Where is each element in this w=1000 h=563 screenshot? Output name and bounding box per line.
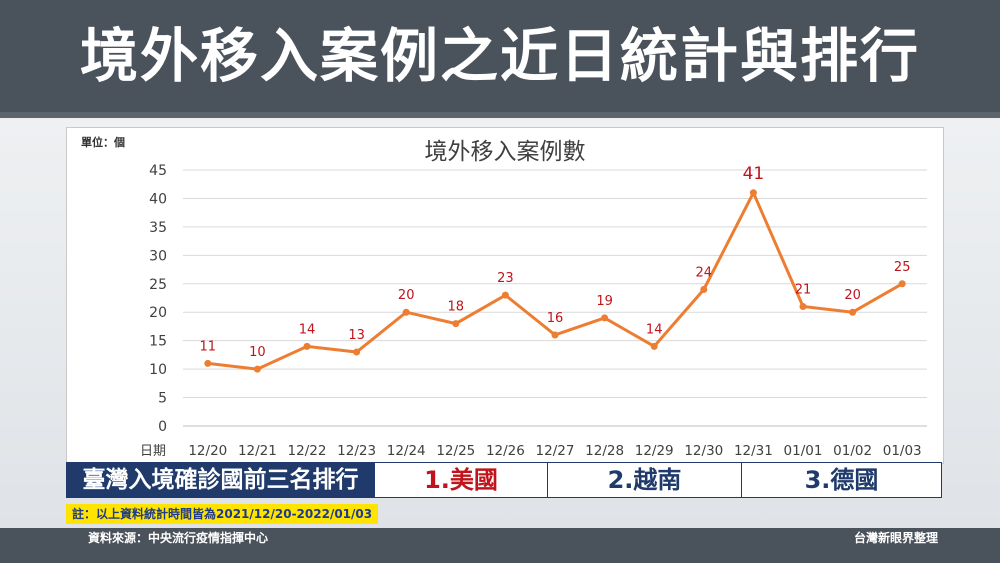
ranking-label: 臺灣入境確診國前三名排行 bbox=[67, 463, 374, 497]
rank-item-2: 2.越南 bbox=[547, 463, 741, 497]
data-label: 20 bbox=[844, 288, 861, 303]
x-axis-label: 日期 bbox=[140, 444, 166, 459]
line-chart: 單位：個 境外移入案例數 日期 0 5 10 15 20 25 30 35 40 45 12/20… bbox=[81, 135, 927, 459]
data-point bbox=[749, 189, 757, 197]
x-tick-label: 01/01 bbox=[784, 443, 823, 459]
y-tick-label: 30 bbox=[149, 248, 167, 264]
data-label: 21 bbox=[795, 283, 812, 298]
x-tick-label: 12/23 bbox=[337, 443, 376, 459]
data-point bbox=[204, 359, 212, 367]
data-label: 14 bbox=[646, 322, 663, 337]
data-point bbox=[501, 291, 509, 299]
data-label: 41 bbox=[743, 164, 765, 184]
x-tick-label: 12/20 bbox=[188, 443, 227, 459]
x-tick-label: 01/02 bbox=[833, 443, 872, 459]
series-line bbox=[207, 189, 903, 371]
data-point bbox=[353, 348, 361, 356]
x-tick-label: 12/21 bbox=[238, 443, 277, 459]
unit-label: 單位：個 bbox=[81, 135, 125, 149]
y-tick-label: 35 bbox=[149, 220, 167, 236]
data-label: 16 bbox=[547, 311, 564, 326]
data-label: 11 bbox=[200, 339, 217, 354]
data-label: 14 bbox=[299, 322, 316, 337]
data-point bbox=[898, 280, 906, 288]
x-tick-label: 12/25 bbox=[436, 443, 475, 459]
footer-bar: 資料來源：中央流行疫情指揮中心 台灣新眼界整理 bbox=[0, 528, 1000, 563]
data-label: 10 bbox=[249, 345, 266, 360]
chart-title: 境外移入案例數 bbox=[425, 139, 586, 165]
data-label: 24 bbox=[696, 265, 713, 280]
data-point bbox=[849, 308, 857, 316]
rank-item-1: 1.美國 bbox=[374, 463, 547, 497]
data-label: 20 bbox=[398, 288, 415, 303]
data-source: 資料來源：中央流行疫情指揮中心 bbox=[88, 531, 269, 545]
x-tick-label: 12/22 bbox=[288, 443, 327, 459]
x-tick-label: 01/03 bbox=[883, 443, 922, 459]
data-point bbox=[551, 331, 559, 339]
y-tick-label: 20 bbox=[149, 305, 167, 321]
x-tick-label: 12/28 bbox=[585, 443, 624, 459]
y-tick-label: 0 bbox=[158, 419, 167, 435]
rank-item-3: 3.德國 bbox=[741, 463, 941, 497]
x-tick-label: 12/29 bbox=[635, 443, 674, 459]
y-tick-label: 5 bbox=[158, 391, 167, 407]
credit-text: 台灣新眼界整理 bbox=[853, 531, 938, 545]
data-label: 23 bbox=[497, 271, 514, 286]
x-tick-label: 12/26 bbox=[486, 443, 525, 459]
page-title: 境外移入案例之近日統計與排行 bbox=[79, 22, 920, 90]
data-label: 18 bbox=[448, 300, 465, 315]
y-tick-label: 10 bbox=[149, 362, 167, 378]
y-tick-label: 45 bbox=[149, 163, 167, 179]
header-bar: 境外移入案例之近日統計與排行 bbox=[0, 0, 1000, 118]
data-point bbox=[601, 314, 609, 322]
chart-container: 單位：個 境外移入案例數 日期 0 5 10 15 20 25 30 35 40 45 12/20… bbox=[66, 127, 944, 464]
data-label: 19 bbox=[596, 294, 613, 309]
data-point bbox=[799, 303, 807, 311]
x-tick-label: 12/24 bbox=[387, 443, 426, 459]
x-tick-label: 12/31 bbox=[734, 443, 773, 459]
x-tick-label: 12/30 bbox=[684, 443, 723, 459]
data-point bbox=[452, 320, 460, 328]
data-point bbox=[303, 342, 311, 350]
data-point bbox=[700, 285, 708, 293]
data-point bbox=[650, 342, 658, 350]
data-note: 註：以上資料統計時間皆為2021/12/20-2022/01/03 bbox=[66, 504, 379, 524]
data-label: 25 bbox=[894, 260, 911, 275]
x-tick-label: 12/27 bbox=[536, 443, 575, 459]
y-tick-label: 15 bbox=[149, 334, 167, 350]
data-label: 13 bbox=[348, 328, 365, 343]
data-point bbox=[402, 308, 410, 316]
data-point bbox=[253, 365, 261, 373]
y-tick-label: 40 bbox=[149, 191, 167, 207]
ranking-row: 臺灣入境確診國前三名排行 1.美國 2.越南 3.德國 bbox=[66, 462, 942, 498]
y-tick-label: 25 bbox=[149, 277, 167, 293]
